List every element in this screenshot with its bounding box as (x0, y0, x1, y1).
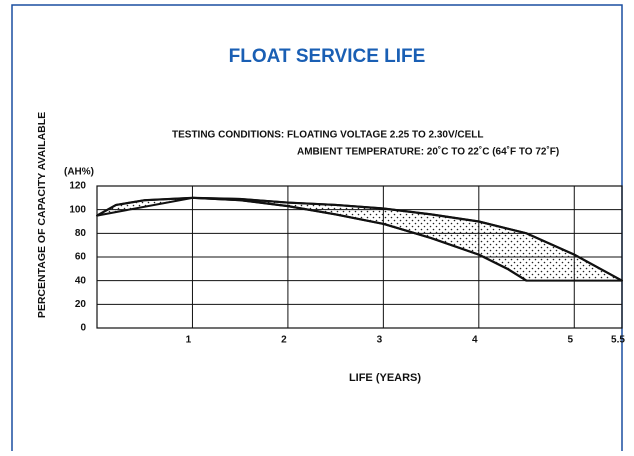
x-tick-label: 2 (281, 335, 287, 346)
y-unit: (AH%) (64, 167, 94, 178)
y-tick-label: 0 (80, 323, 86, 334)
x-tick-label: 5.5 (611, 335, 625, 346)
x-tick-label: 3 (377, 335, 383, 346)
x-tick-label: 4 (472, 335, 478, 346)
frame (11, 4, 623, 451)
x-axis-label: LIFE (YEARS) (349, 372, 421, 384)
curve (192, 196, 528, 282)
y-tick-label: 20 (75, 299, 87, 310)
y-tick-label: 120 (69, 181, 86, 192)
y-tick-label: 40 (75, 275, 87, 286)
x-tick-label: 5 (567, 335, 573, 346)
y-axis-label: PERCENTAGE OF CAPACITY AVAILABLE (36, 112, 48, 318)
subtitle: AMBIENT TEMPERATURE: 20˚C TO 22˚C (64˚F … (297, 146, 559, 158)
chart-title: FLOAT SERVICE LIFE (229, 46, 426, 67)
tolerance-band (96, 196, 623, 282)
y-tick-label: 100 (69, 204, 86, 215)
curve (96, 196, 623, 282)
y-tick-label: 60 (75, 252, 87, 263)
y-tick-label: 80 (75, 228, 87, 239)
x-tick-label: 1 (186, 335, 192, 346)
subtitle: TESTING CONDITIONS: FLOATING VOLTAGE 2.2… (172, 130, 484, 141)
